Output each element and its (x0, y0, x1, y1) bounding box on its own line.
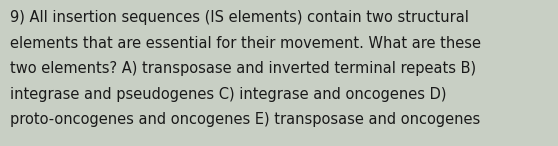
Text: two elements? A) transposase and inverted terminal repeats B): two elements? A) transposase and inverte… (10, 61, 476, 76)
Text: proto-oncogenes and oncogenes E) transposase and oncogenes: proto-oncogenes and oncogenes E) transpo… (10, 112, 480, 127)
Text: elements that are essential for their movement. What are these: elements that are essential for their mo… (10, 36, 481, 51)
Text: 9) All insertion sequences (IS elements) contain two structural: 9) All insertion sequences (IS elements)… (10, 10, 469, 25)
Text: integrase and pseudogenes C) integrase and oncogenes D): integrase and pseudogenes C) integrase a… (10, 87, 446, 102)
